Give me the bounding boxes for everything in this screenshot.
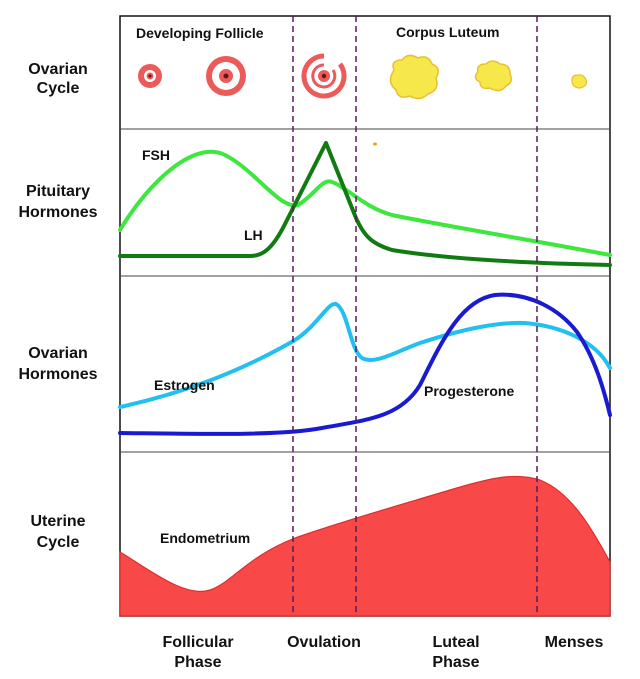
ovulation-label: Ovulation bbox=[287, 634, 361, 651]
corpus-luteum-medium-icon bbox=[474, 60, 513, 92]
follicle-small-icon bbox=[138, 64, 162, 88]
lh-curve bbox=[118, 141, 612, 267]
pituitary-label-line1: Pituitary bbox=[26, 183, 90, 200]
ovulating-follicle-icon bbox=[301, 53, 347, 99]
ovarian-cycle-label-line1: Ovarian bbox=[28, 61, 88, 78]
follicular-phase-label-line2: Phase bbox=[174, 654, 221, 671]
ovarian-cycle-label-line2: Cycle bbox=[37, 80, 80, 97]
menses-label: Menses bbox=[545, 634, 604, 651]
speck-icon bbox=[373, 142, 377, 146]
corpus-luteum-large-icon bbox=[389, 54, 439, 100]
ovarian-hormones-label-line1: Ovarian bbox=[28, 345, 88, 362]
luteal-phase-label-line1: Luteal bbox=[432, 634, 479, 651]
estrogen-curve bbox=[118, 302, 612, 409]
follicle-large-icon bbox=[206, 56, 246, 96]
progesterone-label: Progesterone bbox=[424, 383, 514, 399]
progesterone-curve bbox=[118, 292, 612, 436]
fsh-label: FSH bbox=[142, 147, 170, 163]
fsh-curve bbox=[118, 149, 612, 257]
uterine-label-line2: Cycle bbox=[37, 534, 80, 551]
endometrium-area bbox=[119, 475, 611, 617]
ovarian-hormones-label-line2: Hormones bbox=[18, 366, 97, 383]
corpus-luteum-small-icon bbox=[571, 74, 587, 89]
luteal-phase-label-line2: Phase bbox=[432, 654, 479, 671]
lh-label: LH bbox=[244, 227, 263, 243]
pituitary-label-line2: Hormones bbox=[18, 204, 97, 221]
developing-follicle-label: Developing Follicle bbox=[136, 25, 264, 41]
endometrium-label: Endometrium bbox=[160, 530, 250, 546]
corpus-luteum-label: Corpus Luteum bbox=[396, 24, 499, 40]
estrogen-label: Estrogen bbox=[154, 377, 215, 393]
uterine-label-line1: Uterine bbox=[30, 513, 85, 530]
follicular-phase-label-line1: Follicular bbox=[162, 634, 233, 651]
